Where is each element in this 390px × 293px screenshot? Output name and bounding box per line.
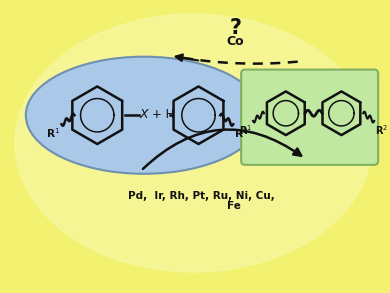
- Ellipse shape: [26, 57, 262, 174]
- Text: + H: + H: [152, 108, 174, 121]
- Text: Co: Co: [227, 35, 244, 48]
- Text: $\mathbf{R}^2$: $\mathbf{R}^2$: [375, 123, 388, 137]
- Text: $\mathbf{R}^1$: $\mathbf{R}^1$: [239, 123, 252, 137]
- Text: $\mathbf{R}^2$: $\mathbf{R}^2$: [234, 126, 248, 140]
- Text: Pd,  Ir, Rh, Pt, Ru, Ni, Cu,: Pd, Ir, Rh, Pt, Ru, Ni, Cu,: [128, 191, 275, 201]
- Text: X: X: [140, 108, 149, 121]
- FancyArrowPatch shape: [143, 130, 301, 169]
- Text: Fe: Fe: [227, 200, 241, 211]
- Text: $\mathbf{R}^1$: $\mathbf{R}^1$: [46, 126, 60, 140]
- Text: ?: ?: [229, 18, 241, 38]
- Ellipse shape: [15, 14, 372, 272]
- FancyBboxPatch shape: [241, 69, 378, 165]
